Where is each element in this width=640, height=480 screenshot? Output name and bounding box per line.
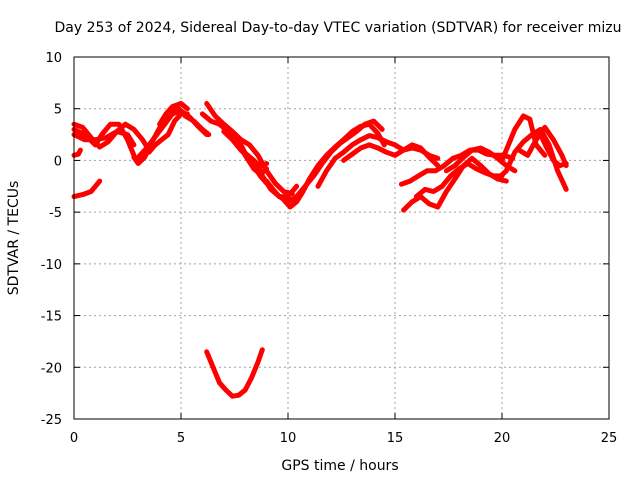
series-track-19 bbox=[341, 142, 441, 169]
ticks: 0 5 10 15 20 25 -25 -20 -15 -10 -5 0 5 10 bbox=[41, 51, 618, 446]
series-track-26 bbox=[516, 124, 569, 169]
series-track-1 bbox=[71, 121, 137, 158]
series-track-2 bbox=[71, 129, 137, 148]
y-tick-label: -10 bbox=[41, 258, 62, 273]
y-tick-label: -20 bbox=[41, 361, 62, 376]
series-layer bbox=[71, 101, 569, 399]
y-axis-label: SDTVAR / TECUs bbox=[6, 181, 22, 296]
series-track-15 bbox=[204, 347, 265, 399]
series-track-17 bbox=[281, 121, 387, 210]
x-tick-label: 0 bbox=[70, 431, 78, 446]
chart-title: Day 253 of 2024, Sidereal Day-to-day VTE… bbox=[55, 20, 622, 36]
x-tick-label: 5 bbox=[177, 431, 185, 446]
x-tick-label: 20 bbox=[494, 431, 511, 446]
x-axis-label: GPS time / hours bbox=[281, 458, 398, 474]
series-track-3 bbox=[71, 121, 152, 153]
series-track-9 bbox=[157, 101, 190, 127]
plot-frame bbox=[73, 56, 610, 420]
y-tick-label: 0 bbox=[54, 154, 62, 169]
series-track-7 bbox=[135, 108, 210, 160]
x-tick-label: 15 bbox=[387, 431, 404, 446]
grid bbox=[74, 57, 609, 419]
y-tick-label: -25 bbox=[41, 413, 62, 428]
y-tick-label: 10 bbox=[45, 51, 62, 66]
series-track-4 bbox=[71, 147, 83, 158]
series-track-5 bbox=[71, 178, 103, 200]
series-track-11 bbox=[204, 101, 295, 196]
series-track-22 bbox=[413, 161, 505, 200]
series-track-8 bbox=[146, 111, 190, 155]
y-tick-label: -5 bbox=[49, 206, 62, 221]
x-tick-label: 10 bbox=[280, 431, 297, 446]
series-track-27 bbox=[538, 132, 569, 169]
y-tick-label: 5 bbox=[54, 103, 62, 118]
x-tick-label: 25 bbox=[601, 431, 618, 446]
y-tick-label: -15 bbox=[41, 310, 62, 325]
series-track-23 bbox=[443, 145, 518, 174]
series-track-14 bbox=[232, 132, 270, 186]
